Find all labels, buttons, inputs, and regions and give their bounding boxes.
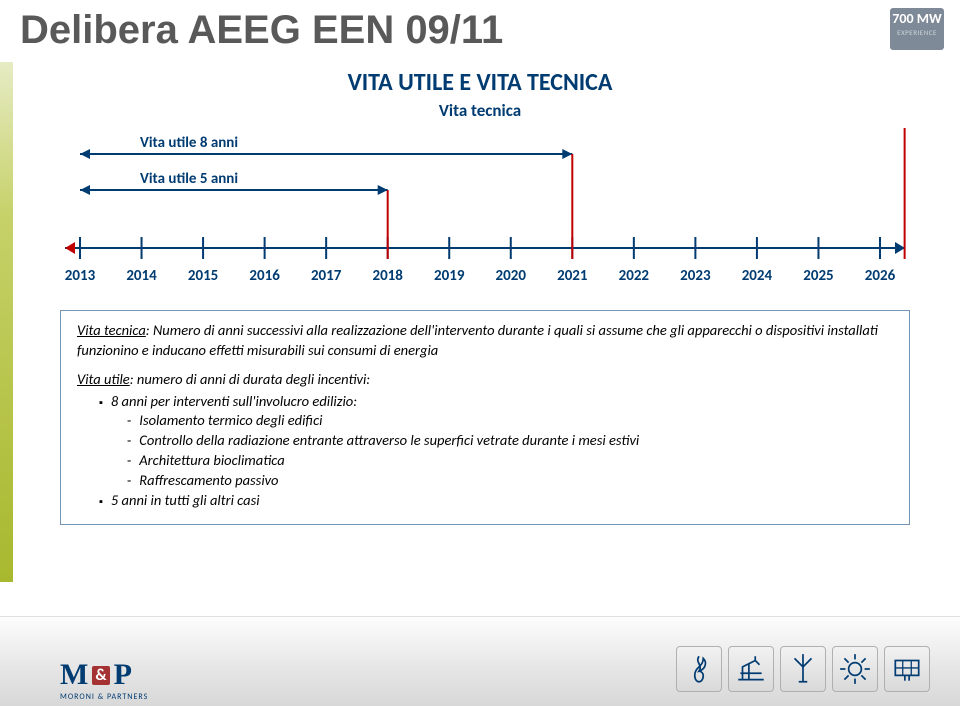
svg-text:2020: 2020: [496, 267, 527, 285]
sub-bullet-item: Controllo della radiazione entrante attr…: [127, 431, 893, 451]
section-title: VITA UTILE E VITA TECNICA: [0, 68, 960, 97]
wind-turbine-icon: [780, 646, 826, 692]
svg-text:2023: 2023: [680, 267, 711, 285]
bullet-item: 5 anni in tutti gli altri casi: [99, 491, 893, 511]
svg-text:2022: 2022: [619, 267, 650, 285]
svg-text:2017: 2017: [311, 267, 342, 285]
svg-text:2015: 2015: [188, 267, 218, 285]
svg-text:2018: 2018: [372, 267, 403, 285]
definitions-box: Vita tecnica: Numero di anni successivi …: [60, 310, 910, 525]
bullet-item: 8 anni per interventi sull'involucro edi…: [99, 392, 893, 491]
footer-icon-row: [676, 646, 930, 692]
vita-tecnica-def: Vita tecnica: Numero di anni successivi …: [77, 321, 893, 360]
sun-icon: [832, 646, 878, 692]
badge-sub: EXPERIENCE: [890, 28, 944, 37]
section-subtitle: Vita tecnica: [0, 100, 960, 121]
timeline-bar-label: Vita utile 5 anni: [140, 170, 238, 188]
experience-badge: 700 MW EXPERIENCE: [890, 8, 944, 50]
bullet-list: 8 anni per interventi sull'involucro edi…: [99, 392, 893, 511]
footer-logo-sub: MORONI & PARTNERS: [60, 692, 148, 702]
sub-bullet-item: Raffrescamento passivo: [127, 471, 893, 491]
flame-icon: [676, 646, 722, 692]
badge-power: 700 MW: [890, 12, 944, 26]
svg-text:2019: 2019: [434, 267, 465, 285]
footer: M & P MORONI & PARTNERS: [0, 616, 960, 706]
svg-text:2024: 2024: [742, 267, 773, 285]
svg-text:2026: 2026: [865, 267, 896, 285]
solar-panel-icon: [884, 646, 930, 692]
svg-text:2021: 2021: [557, 267, 588, 285]
left-accent-bar: [0, 62, 13, 582]
timeline-bar-label: Vita utile 8 anni: [140, 134, 238, 152]
svg-text:2014: 2014: [126, 267, 157, 285]
svg-text:2016: 2016: [249, 267, 280, 285]
page-title: Delibera AEEG EEN 09/11: [20, 8, 503, 53]
vita-utile-def: Vita utile: numero di anni di durata deg…: [77, 370, 893, 390]
svg-text:2013: 2013: [65, 267, 96, 285]
svg-text:2025: 2025: [803, 267, 833, 285]
sub-bullet-item: Architettura bioclimatica: [127, 451, 893, 471]
oil-pump-icon: [728, 646, 774, 692]
footer-logo: M & P: [60, 658, 132, 692]
timeline-chart: 2013 2014 2015 2016 2017 2018 2019 2020 2021 2022…: [60, 128, 910, 298]
sub-bullet-item: Isolamento termico degli edifici: [127, 411, 893, 431]
timeline-svg: 2013 2014 2015 2016 2017 2018 2019 2020 2021 2022…: [60, 128, 910, 298]
